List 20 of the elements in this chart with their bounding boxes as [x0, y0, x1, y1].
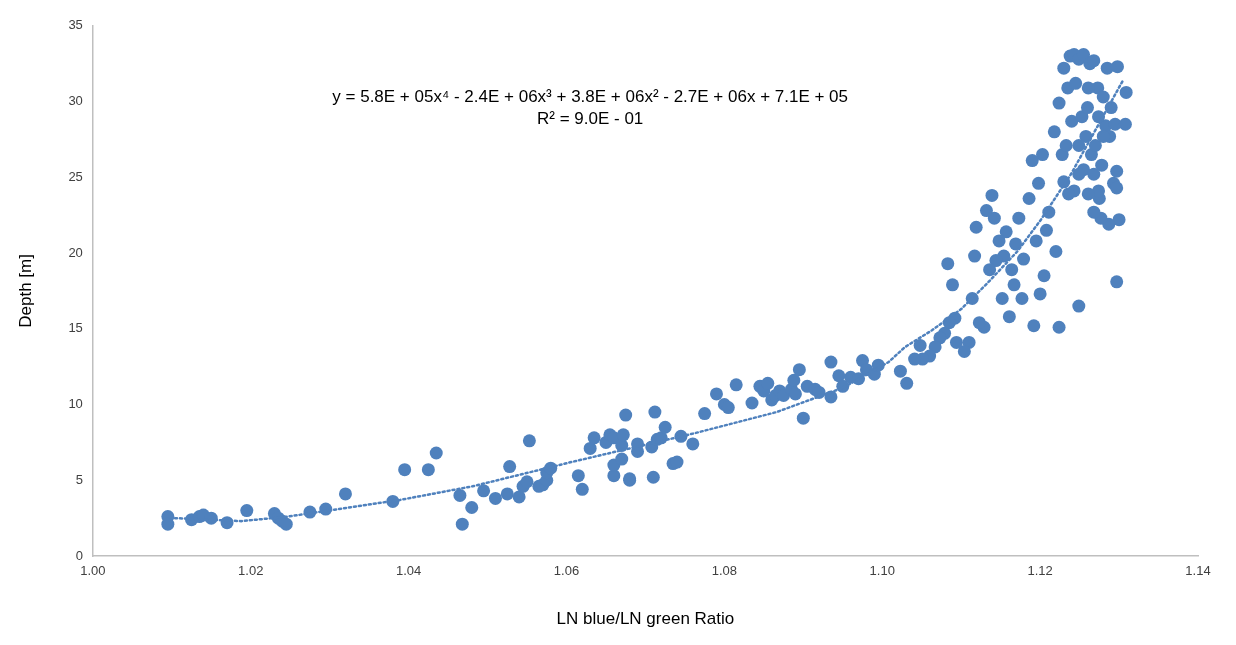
x-tick-label: 1.00: [80, 563, 106, 579]
annotation: R² = 9.0E - 01: [537, 109, 644, 129]
y-tick-label: 20: [68, 244, 83, 260]
x-tick-label: 1.08: [711, 563, 738, 579]
x-tick-label: 1.14: [1185, 563, 1211, 579]
y-tick-label: 10: [68, 396, 83, 412]
x-tick-label: 1.02: [238, 563, 264, 579]
x-tick-label: 1.06: [553, 563, 580, 579]
x-axis-title: LN blue/LN green Ratio: [556, 609, 735, 629]
x-tick-label: 1.10: [869, 563, 895, 579]
y-axis-title: Depth [m]: [15, 254, 35, 328]
y-tick-label: 5: [75, 471, 83, 487]
x-tick-label: 1.04: [395, 563, 422, 579]
y-tick-label: 0: [75, 547, 83, 563]
y-tick-label: 35: [68, 17, 83, 33]
y-tick-label: 30: [68, 93, 83, 109]
x-tick-label: 1.12: [1027, 563, 1053, 579]
annotation: y = 5.8E + 05x⁴ - 2.4E + 06x³ + 3.8E + 06x² - 2.7E + 06x + 7.1E + 05: [332, 87, 849, 107]
y-tick-label: 25: [68, 168, 83, 184]
y-tick-label: 15: [68, 320, 83, 336]
